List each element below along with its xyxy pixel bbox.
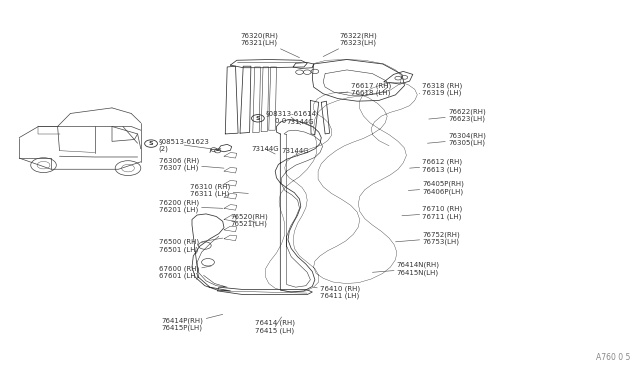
- Text: 73144G: 73144G: [282, 148, 309, 156]
- Text: 76414N(RH)
76415N(LH): 76414N(RH) 76415N(LH): [372, 262, 440, 276]
- Text: 76320(RH)
76321(LH): 76320(RH) 76321(LH): [241, 32, 300, 58]
- Text: 76710 (RH)
76711 (LH): 76710 (RH) 76711 (LH): [402, 206, 463, 220]
- Text: 76405P(RH)
76406P(LH): 76405P(RH) 76406P(LH): [408, 181, 464, 195]
- Text: 76304(RH)
76305(LH): 76304(RH) 76305(LH): [428, 132, 486, 147]
- Text: 76310 (RH)
76311 (LH): 76310 (RH) 76311 (LH): [190, 183, 248, 198]
- Text: 76414 (RH)
76415 (LH): 76414 (RH) 76415 (LH): [255, 317, 295, 334]
- Text: 76617 (RH)
76618 (LH): 76617 (RH) 76618 (LH): [339, 82, 391, 96]
- Text: 76200 (RH)
76201 (LH): 76200 (RH) 76201 (LH): [159, 199, 223, 214]
- Text: §08513-61623
(2): §08513-61623 (2): [159, 138, 211, 152]
- Text: S: S: [255, 116, 260, 121]
- Text: 76322(RH)
76323(LH): 76322(RH) 76323(LH): [323, 32, 377, 57]
- Text: 76520(RH)
76521(LH): 76520(RH) 76521(LH): [230, 213, 268, 227]
- Text: 67600 (RH)
67601 (LH): 67600 (RH) 67601 (LH): [159, 265, 211, 279]
- Text: 76410 (RH)
76411 (LH): 76410 (RH) 76411 (LH): [314, 285, 360, 299]
- Text: §08313-61614
    0.0: §08313-61614 0.0: [266, 111, 317, 125]
- Text: 76752(RH)
76753(LH): 76752(RH) 76753(LH): [396, 231, 460, 245]
- Text: 76622(RH)
76623(LH): 76622(RH) 76623(LH): [429, 108, 486, 122]
- Text: 76500 (RH)
76501 (LH): 76500 (RH) 76501 (LH): [159, 238, 223, 253]
- Text: S: S: [148, 141, 154, 146]
- Text: 76318 (RH)
76319 (LH): 76318 (RH) 76319 (LH): [419, 82, 463, 96]
- Text: 73144G: 73144G: [287, 119, 314, 127]
- Text: A760 0 5: A760 0 5: [596, 353, 630, 362]
- Text: 76306 (RH)
76307 (LH): 76306 (RH) 76307 (LH): [159, 157, 224, 171]
- Text: 76612 (RH)
76613 (LH): 76612 (RH) 76613 (LH): [410, 158, 463, 173]
- Text: 73144G: 73144G: [252, 146, 279, 154]
- Text: 76414P(RH)
76415P(LH): 76414P(RH) 76415P(LH): [162, 314, 223, 331]
